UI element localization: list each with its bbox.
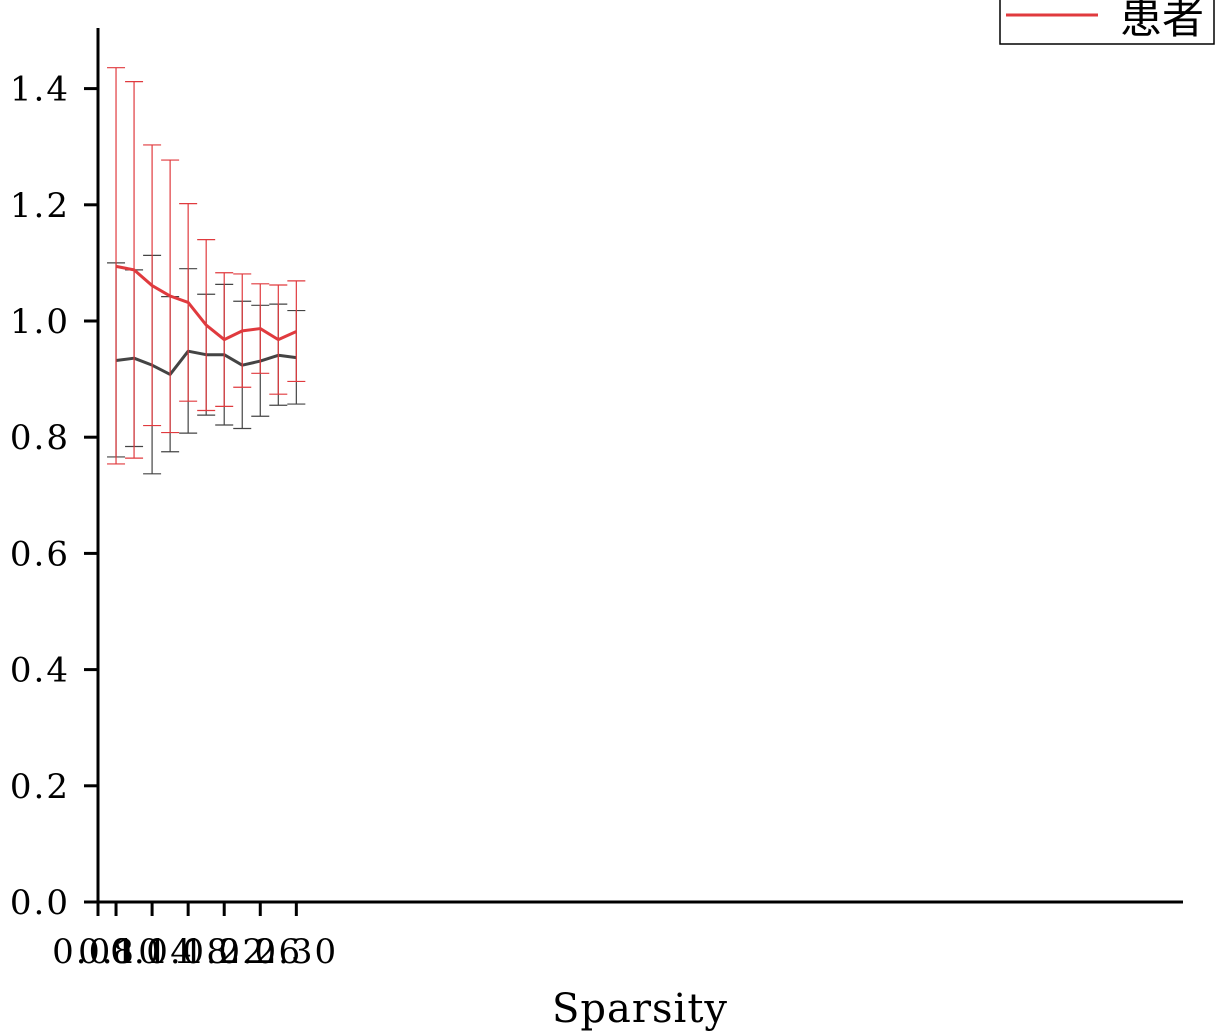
series-patient [107,67,306,465]
x-tick-label: 0.22 [182,932,266,972]
series-layer [107,67,306,475]
y-tick-label: 0.2 [10,767,70,807]
y-tick-label: 0.6 [10,534,70,574]
legend-box [999,0,1215,45]
y-axis-ticks: 0.0 0.2 0.4 0.6 0.8 1.0 1.2 1.4 [10,70,98,923]
x-tick-label: 0.18 [146,932,230,972]
x-tick-label: 0.30 [254,932,338,972]
y-tick-label: 1.2 [10,186,70,226]
x-axis-ticks: 0.080.100.140.180.220.260.30 [52,902,338,972]
x-tick-label: 0.26 [218,932,302,972]
y-tick-label: 1.4 [10,70,70,110]
y-tick-label: 0.4 [10,651,70,691]
y-tick-label: 1.0 [10,302,70,342]
y-tick-label: 0.8 [10,418,70,458]
x-axis-title: Sparsity [552,986,728,1032]
x-tick-label: 0.08 [52,932,136,972]
legend-label: 患者 [1120,0,1204,43]
x-tick-label: 0.10 [78,932,162,972]
error-bars [107,67,306,465]
x-tick-label: 0.14 [110,932,194,972]
axes: 0.080.100.140.180.220.260.30 0.00.20.40.… [10,28,1183,972]
y-tick-label: 0.0 [10,883,70,923]
legend: 患者 [999,0,1215,45]
series-line [115,264,297,342]
